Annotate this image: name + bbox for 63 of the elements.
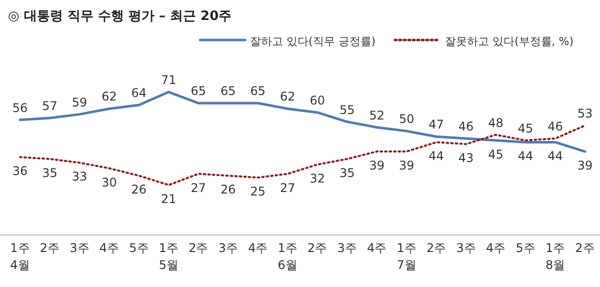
x-tick-label: 2주 xyxy=(40,241,60,255)
data-label: 33 xyxy=(72,170,88,184)
data-label: 25 xyxy=(250,184,266,199)
data-label: 62 xyxy=(280,90,296,104)
x-tick-label: 5주 xyxy=(129,241,149,255)
data-label: 65 xyxy=(190,84,206,98)
data-label: 36 xyxy=(12,164,28,178)
data-label: 39 xyxy=(398,158,414,173)
data-label: 30 xyxy=(102,175,117,190)
data-label: 56 xyxy=(12,100,28,115)
data-label: 53 xyxy=(577,106,593,120)
x-tick-label: 1주 6월 xyxy=(278,241,298,272)
data-label: 39 xyxy=(577,158,593,173)
data-label: 32 xyxy=(310,172,326,186)
x-tick-label: 5주 xyxy=(516,241,536,255)
data-label: 21 xyxy=(161,192,176,206)
data-label: 60 xyxy=(310,93,326,108)
x-tick-label: 1주 5월 xyxy=(158,241,179,272)
data-label: 44 xyxy=(428,149,444,164)
data-label: 45 xyxy=(518,121,534,136)
data-label: 50 xyxy=(398,112,414,126)
chart-title: ◎ 대통령 직무 수행 평가 – 최근 20주 xyxy=(8,9,232,24)
data-label: 71 xyxy=(161,73,176,87)
data-label: 65 xyxy=(250,84,266,98)
data-label: 26 xyxy=(131,182,147,197)
x-tick-label: 2주 xyxy=(426,241,446,255)
x-tick-label: 4주 xyxy=(248,241,268,255)
data-label: 35 xyxy=(339,166,355,180)
x-tick-label: 2주 xyxy=(188,241,208,255)
x-tick-label: 3주 xyxy=(337,241,357,255)
data-label: 27 xyxy=(280,180,296,195)
data-label: 59 xyxy=(72,95,88,110)
data-label: 44 xyxy=(548,149,563,164)
x-tick-label: 4주 xyxy=(367,241,387,255)
data-label: 65 xyxy=(220,84,236,98)
data-label: 35 xyxy=(42,166,58,180)
data-label: 46 xyxy=(548,120,563,134)
data-label: 44 xyxy=(518,149,534,164)
x-tick-label: 2주 xyxy=(575,241,595,255)
data-label: 26 xyxy=(220,182,236,197)
x-tick-label: 1주 7월 xyxy=(396,241,416,272)
x-tick-label: 3주 xyxy=(218,241,238,255)
data-label: 46 xyxy=(458,120,474,134)
data-label: 27 xyxy=(190,180,206,195)
data-label: 64 xyxy=(131,86,147,100)
x-tick-label: 4주 xyxy=(486,241,506,255)
x-tick-label: 4주 xyxy=(99,241,120,255)
data-label: 48 xyxy=(488,116,504,130)
data-label: 47 xyxy=(428,118,444,132)
x-tick-label: 1주 4월 xyxy=(10,241,30,272)
x-tick-label: 2주 xyxy=(308,241,328,255)
x-tick-label: 1주 8월 xyxy=(545,241,566,272)
x-tick-label: 3주 xyxy=(456,241,476,255)
legend-label: 잘하고 있다(직무 긍정률) xyxy=(250,35,376,48)
data-label: 55 xyxy=(339,102,355,117)
data-label: 39 xyxy=(369,158,384,173)
legend-label: 잘못하고 있다(부정률, %) xyxy=(445,35,574,48)
data-label: 57 xyxy=(42,99,58,114)
data-label: 45 xyxy=(488,147,504,162)
data-label: 52 xyxy=(369,108,384,122)
x-tick-label: 3주 xyxy=(70,241,90,255)
data-label: 43 xyxy=(458,151,474,166)
data-label: 62 xyxy=(102,90,117,104)
